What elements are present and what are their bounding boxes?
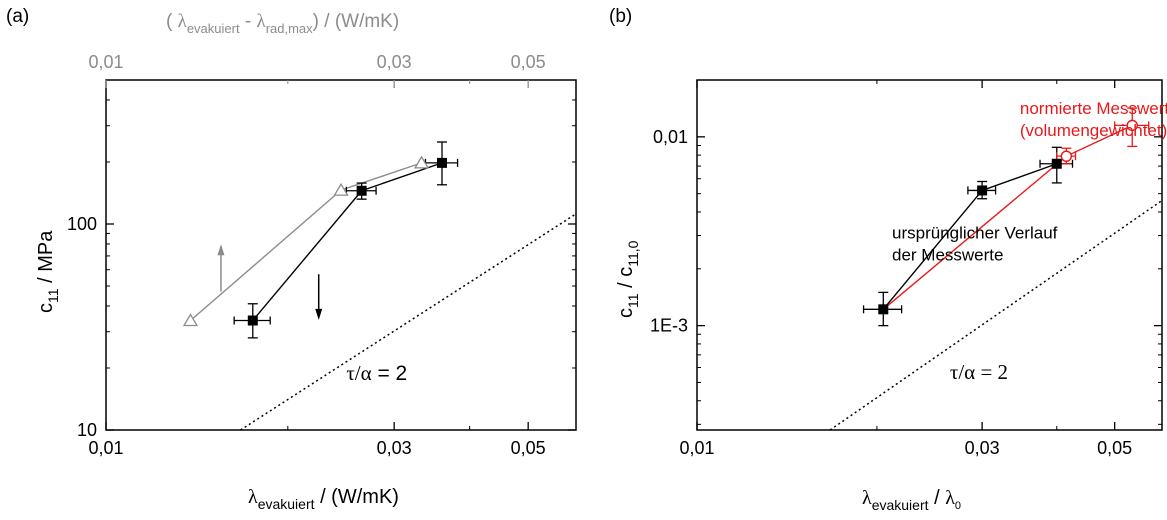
y-axis-label-part: / c: [615, 267, 637, 294]
panel-a-top-axis-label: ( λevakuiert - λrad,max) / (W/mK): [166, 11, 399, 36]
x-tick-label: 0,05: [511, 438, 546, 458]
lambda-symbol: λ: [862, 487, 872, 509]
panel-a-error-bars: [233, 141, 459, 339]
top-axis-tick-label: 0,03: [377, 52, 412, 72]
panel-b-x-ticks: 0,01 0,03 0,05: [679, 80, 1132, 458]
x-tick-label: 0,01: [88, 438, 123, 458]
x-tick-label: 0,03: [965, 438, 1000, 458]
lambda-symbol: λ: [256, 11, 266, 32]
top-axis-label-part: -: [240, 11, 257, 32]
open-triangle-marker: [413, 155, 430, 169]
panel-b-y-ticks: 1E-3 0,01: [650, 127, 1162, 336]
lambda-symbol: λ: [178, 11, 188, 32]
open-circle-marker: [1126, 119, 1138, 132]
y-tick-label: 100: [67, 214, 97, 234]
panel-b-plot-frame: [696, 79, 1163, 431]
y-axis-label-symbol: c: [35, 303, 57, 313]
panel-b-error-bars: [862, 107, 1150, 327]
top-axis-label-part: ) / (W/mK): [313, 11, 400, 32]
filled-square-marker: [1051, 158, 1062, 169]
annotation-line: normierte Messwerte: [1020, 99, 1167, 118]
panel-b-x-axis-label: λevakuiert / λ0: [862, 487, 961, 513]
panel-b-markers: [878, 119, 1138, 315]
y-axis-label-unit: / MPa: [35, 230, 57, 289]
lambda-symbol: λ: [248, 486, 258, 508]
filled-square-marker: [437, 157, 448, 168]
panel-b-series-lines: [882, 124, 1133, 310]
y-axis-label-subscript: 11: [45, 288, 61, 303]
panel-b-tau-alpha-annotation: τ/α = 2: [950, 360, 1008, 384]
series-line: [882, 124, 1133, 310]
series-line: [190, 162, 422, 322]
arrow-up-icon: [217, 244, 225, 256]
filled-square-marker: [247, 315, 258, 326]
y-tick-label: 10: [77, 420, 97, 440]
filled-square-marker: [977, 185, 988, 196]
panel-b-minor-ticks: [697, 80, 1162, 430]
tau-alpha-value: = 2: [372, 362, 408, 385]
open-triangle-marker: [182, 313, 199, 327]
panel-a-x-axis-label: λevakuiert / (W/mK): [248, 486, 399, 512]
panel-b-label: (b): [609, 6, 632, 27]
panel-b-y-axis-label: c11 / c11,0: [615, 240, 641, 318]
tau-alpha-symbol: τ/α: [950, 360, 975, 384]
y-tick-label: 1E-3: [650, 316, 688, 336]
panel-b: (b) 0,01 0,03 0,05 1E-30,01 λevakuiert / λ…: [609, 6, 1167, 513]
y-axis-label-symbol: c: [615, 308, 637, 318]
panel-a-reference-line: [240, 213, 577, 431]
panel-a-tau-alpha-annotation: τ/α = 2: [346, 361, 407, 385]
tau-alpha-value: = 2: [975, 360, 1008, 384]
panel-a-x-ticks: 0,01 0,03 0,05: [88, 80, 546, 458]
tau-alpha-symbol: τ/α: [346, 361, 371, 385]
reference-line-tau-alpha-2: [240, 213, 577, 431]
open-circle-marker: [1060, 150, 1073, 162]
x-axis-label-subscript: evakuiert: [872, 497, 929, 513]
x-axis-label-unit: / (W/mK): [315, 486, 399, 508]
annotation-line: der Messwerte: [892, 245, 1003, 264]
open-triangle-marker: [333, 182, 349, 196]
panel-b-normalized-series-annotation: normierte Messwerte (volumengewichtet): [1020, 99, 1167, 140]
top-axis-tick-label: 0,01: [88, 52, 123, 72]
lambda-symbol: λ: [945, 487, 955, 509]
annotation-line: ursprünglicher Verlauf: [892, 223, 1058, 242]
filled-square-marker: [356, 185, 367, 196]
panel-a-arrows: [217, 244, 323, 320]
panel-a-y-axis-label: c11 / MPa: [35, 230, 61, 313]
y-axis-label-subscript: 11,0: [625, 240, 641, 266]
x-tick-label: 0,01: [679, 438, 714, 458]
x-axis-label-subscript: 0: [955, 500, 961, 512]
y-axis-label-subscript: 11: [625, 293, 641, 308]
filled-square-marker: [878, 304, 889, 315]
panel-a-y-ticks: 10 100: [67, 214, 576, 440]
panel-b-original-series-annotation: ursprünglicher Verlauf der Messwerte: [892, 223, 1058, 264]
annotation-line: (volumengewichtet): [1020, 121, 1167, 140]
panel-a-markers: [182, 155, 448, 327]
panel-a-label: (a): [6, 6, 29, 27]
top-axis-label-subscript: evakuiert: [187, 21, 240, 36]
panel-a-series-lines: [190, 162, 443, 322]
panel-a-plot-frame: [105, 79, 577, 431]
x-axis-label-separator: /: [929, 487, 946, 509]
x-tick-label: 0,03: [377, 438, 412, 458]
x-tick-label: 0,05: [1097, 438, 1132, 458]
top-axis-label-subscript: rad,max: [266, 21, 313, 36]
panel-b-reference-line: [829, 199, 1163, 431]
panel-a-top-ticks: 0,01 0,03 0,05: [88, 52, 545, 72]
top-axis-label-part: (: [166, 11, 178, 32]
panel-a-minor-ticks: [106, 80, 576, 430]
y-tick-label: 0,01: [653, 127, 688, 147]
reference-line-tau-alpha-2: [829, 199, 1163, 431]
x-axis-label-subscript: evakuiert: [258, 496, 315, 512]
top-axis-tick-label: 0,05: [511, 52, 546, 72]
arrow-down-icon: [315, 308, 323, 320]
